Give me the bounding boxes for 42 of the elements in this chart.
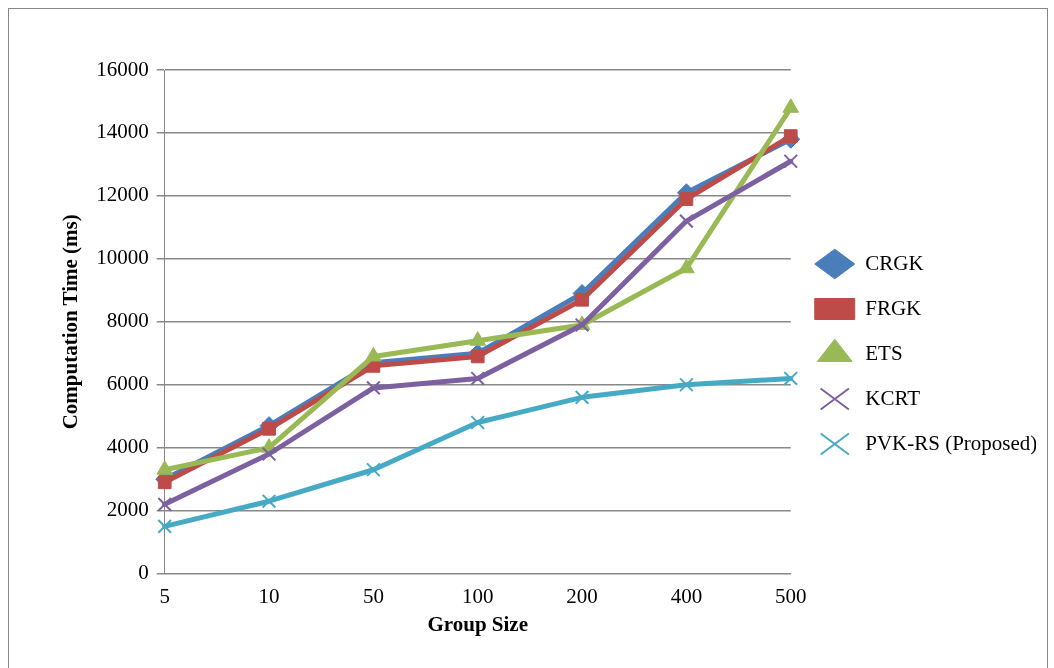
point	[783, 153, 799, 169]
point	[261, 493, 277, 509]
x-tick-label: 400	[670, 583, 703, 608]
point	[679, 213, 694, 229]
x-tick-label: 50	[362, 583, 384, 608]
legend-label: CRGK	[865, 250, 924, 275]
point	[470, 349, 485, 364]
point	[157, 496, 173, 512]
y-axis-title: Computation Time (ms)	[58, 214, 83, 430]
legend-label: ETS	[865, 340, 903, 365]
x-tick-label: 10	[258, 583, 280, 608]
point	[679, 377, 694, 393]
y-tick-label: 2000	[106, 497, 149, 522]
x-tick-label: 5	[159, 583, 170, 608]
point	[574, 389, 590, 405]
point	[783, 129, 798, 143]
x-tick-label: 100	[461, 583, 494, 608]
point	[262, 421, 276, 436]
x-tick-label: 500	[775, 583, 807, 608]
x-axis-title: Group Size	[427, 611, 528, 636]
x-tick-label: 200	[566, 583, 598, 608]
y-tick-label: 4000	[106, 434, 149, 459]
point	[366, 462, 381, 478]
legend-label: PVK-RS (Proposed)	[865, 430, 1038, 455]
point	[470, 371, 486, 386]
point	[470, 415, 486, 430]
point	[366, 380, 381, 396]
point	[679, 192, 694, 206]
y-tick-label: 0	[138, 560, 149, 585]
y-tick-label: 14000	[96, 119, 149, 144]
y-tick-label: 6000	[106, 371, 149, 396]
point	[783, 371, 799, 386]
y-tick-label: 8000	[106, 308, 149, 333]
y-tick-label: 16000	[96, 56, 149, 81]
point	[157, 519, 173, 534]
point	[157, 475, 172, 490]
y-tick-label: 10000	[96, 245, 149, 270]
point	[575, 292, 589, 307]
legend-label: FRGK	[865, 295, 922, 320]
point	[261, 446, 277, 462]
legend-label: KCRT	[865, 385, 921, 410]
y-tick-label: 12000	[96, 182, 149, 207]
